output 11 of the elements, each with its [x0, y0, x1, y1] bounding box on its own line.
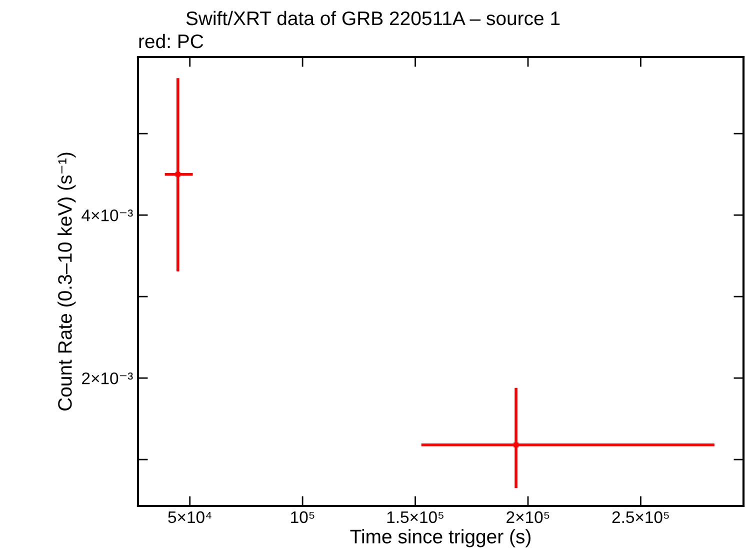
x-tick-label: 5×10⁴ [168, 511, 212, 524]
x-tick-label: 2×10⁵ [506, 511, 550, 524]
y-tick-label: 4×10⁻³ [82, 209, 133, 222]
y-tick-label: 2×10⁻³ [82, 372, 133, 384]
chart-title: Swift/XRT data of GRB 220511A – source 1 [186, 10, 560, 26]
x-axis-title: Time since trigger (s) [350, 529, 530, 548]
x-tick-label: 10⁵ [291, 511, 314, 524]
x-tick-label: 1.5×10⁵ [387, 511, 444, 524]
text: red: PC [139, 34, 204, 48]
y-axis-title: Count Rate (0.3–10 keV) (s⁻¹) [58, 152, 76, 410]
x-tick-label: 2.5×10⁵ [612, 511, 669, 524]
